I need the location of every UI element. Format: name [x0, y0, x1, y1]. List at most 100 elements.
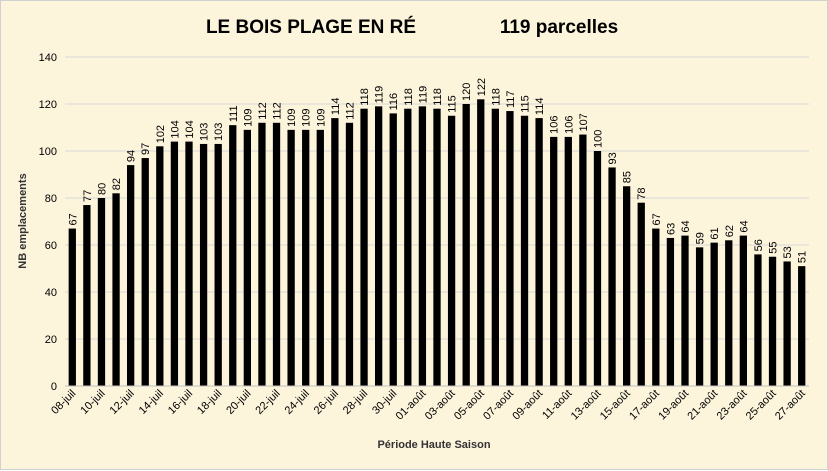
x-tick-label: 18-juil	[195, 388, 224, 417]
x-tick-label: 11-août	[540, 388, 574, 422]
data-label: 117	[505, 91, 517, 109]
x-axis-ticks: 08-juil 10-juil 12-juil 14-juil 16-juil 18-ju…	[49, 388, 808, 423]
x-tick-label: 14-juil	[137, 388, 166, 417]
data-label: 103	[213, 123, 225, 141]
data-label: 109	[315, 108, 327, 126]
data-label: 61	[709, 227, 721, 239]
data-label: 109	[242, 108, 254, 126]
data-label: 93	[607, 152, 619, 164]
data-label: 97	[140, 143, 152, 155]
bar	[695, 247, 704, 386]
y-tick-label: 80	[45, 193, 57, 205]
bar	[798, 266, 806, 386]
bar	[783, 261, 791, 386]
data-label: 59	[695, 232, 707, 244]
x-tick-label: 07-août	[481, 388, 516, 423]
data-label: 115	[520, 95, 532, 113]
chart-subtitle: 119 parcelles	[500, 17, 618, 38]
bar	[710, 242, 718, 386]
data-label: 64	[680, 220, 692, 232]
data-label: 53	[782, 246, 794, 258]
x-axis-title: Période Haute Saison	[377, 439, 490, 451]
x-tick-label: 12-juil	[108, 388, 137, 417]
x-tick-label: 15-août	[598, 388, 633, 423]
bar	[725, 240, 733, 386]
data-label: 67	[67, 213, 79, 225]
x-tick-label: 16-juil	[166, 388, 195, 417]
y-tick-label: 60	[45, 240, 57, 252]
data-label: 67	[651, 213, 663, 225]
data-label: 114	[534, 98, 546, 116]
data-label: 118	[403, 88, 415, 106]
bar	[141, 158, 149, 386]
x-tick-label: 27-août	[773, 388, 808, 423]
bar	[681, 235, 689, 386]
x-tick-label: 13-août	[569, 388, 604, 423]
x-tick-label: 21-août	[685, 388, 720, 423]
bar	[68, 228, 76, 386]
bar	[652, 228, 660, 386]
bar	[447, 115, 456, 386]
bar	[258, 122, 266, 387]
data-label: 80	[96, 183, 108, 195]
data-label: 85	[622, 171, 634, 183]
data-label: 118	[432, 88, 444, 106]
bar	[404, 108, 412, 386]
bar	[331, 118, 339, 386]
data-label: 118	[359, 88, 371, 106]
data-label: 119	[417, 86, 429, 104]
bar	[214, 143, 222, 386]
x-tick-label: 03-août	[423, 388, 458, 423]
bar	[418, 106, 427, 386]
y-tick-label: 100	[39, 146, 57, 158]
data-label: 122	[476, 78, 488, 96]
data-label: 115	[447, 95, 459, 113]
x-tick-label: 17-août	[627, 388, 662, 423]
data-label: 55	[768, 242, 780, 254]
x-tick-label: 05-août	[452, 388, 487, 423]
data-label: 109	[286, 108, 298, 126]
bar	[345, 122, 354, 387]
y-tick-label: 0	[51, 381, 57, 393]
y-tick-label: 20	[45, 334, 57, 346]
data-label: 100	[592, 130, 604, 148]
bar	[389, 113, 397, 387]
bar	[360, 108, 368, 386]
data-label: 63	[665, 223, 677, 235]
x-tick-label: 10-juil	[78, 388, 107, 417]
x-tick-label: 09-août	[510, 388, 545, 423]
data-label: 104	[169, 120, 181, 138]
data-label: 51	[797, 251, 809, 263]
bar	[199, 143, 208, 386]
data-label: 82	[111, 178, 123, 190]
data-label: 103	[199, 123, 211, 141]
x-tick-label: 19-août	[656, 388, 691, 423]
bar	[666, 237, 675, 386]
y-tick-label: 120	[39, 99, 57, 111]
bar	[287, 129, 295, 386]
y-axis-ticks: 0 20 40 60 80 100 120 140	[39, 52, 57, 393]
data-label: 77	[82, 190, 94, 202]
x-tick-label: 26-juil	[312, 388, 341, 417]
bar	[97, 198, 106, 386]
data-label: 109	[301, 108, 313, 126]
data-label: 112	[257, 102, 269, 120]
bar	[185, 141, 193, 386]
data-label: 111	[228, 105, 240, 122]
data-label: 106	[563, 116, 575, 134]
y-tick-label: 40	[45, 287, 57, 299]
bar	[506, 111, 514, 387]
data-label: 102	[155, 125, 167, 143]
x-tick-label: 25-août	[744, 388, 779, 423]
bar	[243, 129, 251, 386]
bar	[83, 205, 91, 386]
bar	[754, 254, 762, 386]
chart-title: LE BOIS PLAGE EN RÉ	[206, 16, 416, 38]
x-tick-label: 24-juil	[283, 388, 312, 417]
bar	[316, 129, 324, 386]
bar	[564, 136, 572, 386]
bar	[491, 108, 499, 386]
